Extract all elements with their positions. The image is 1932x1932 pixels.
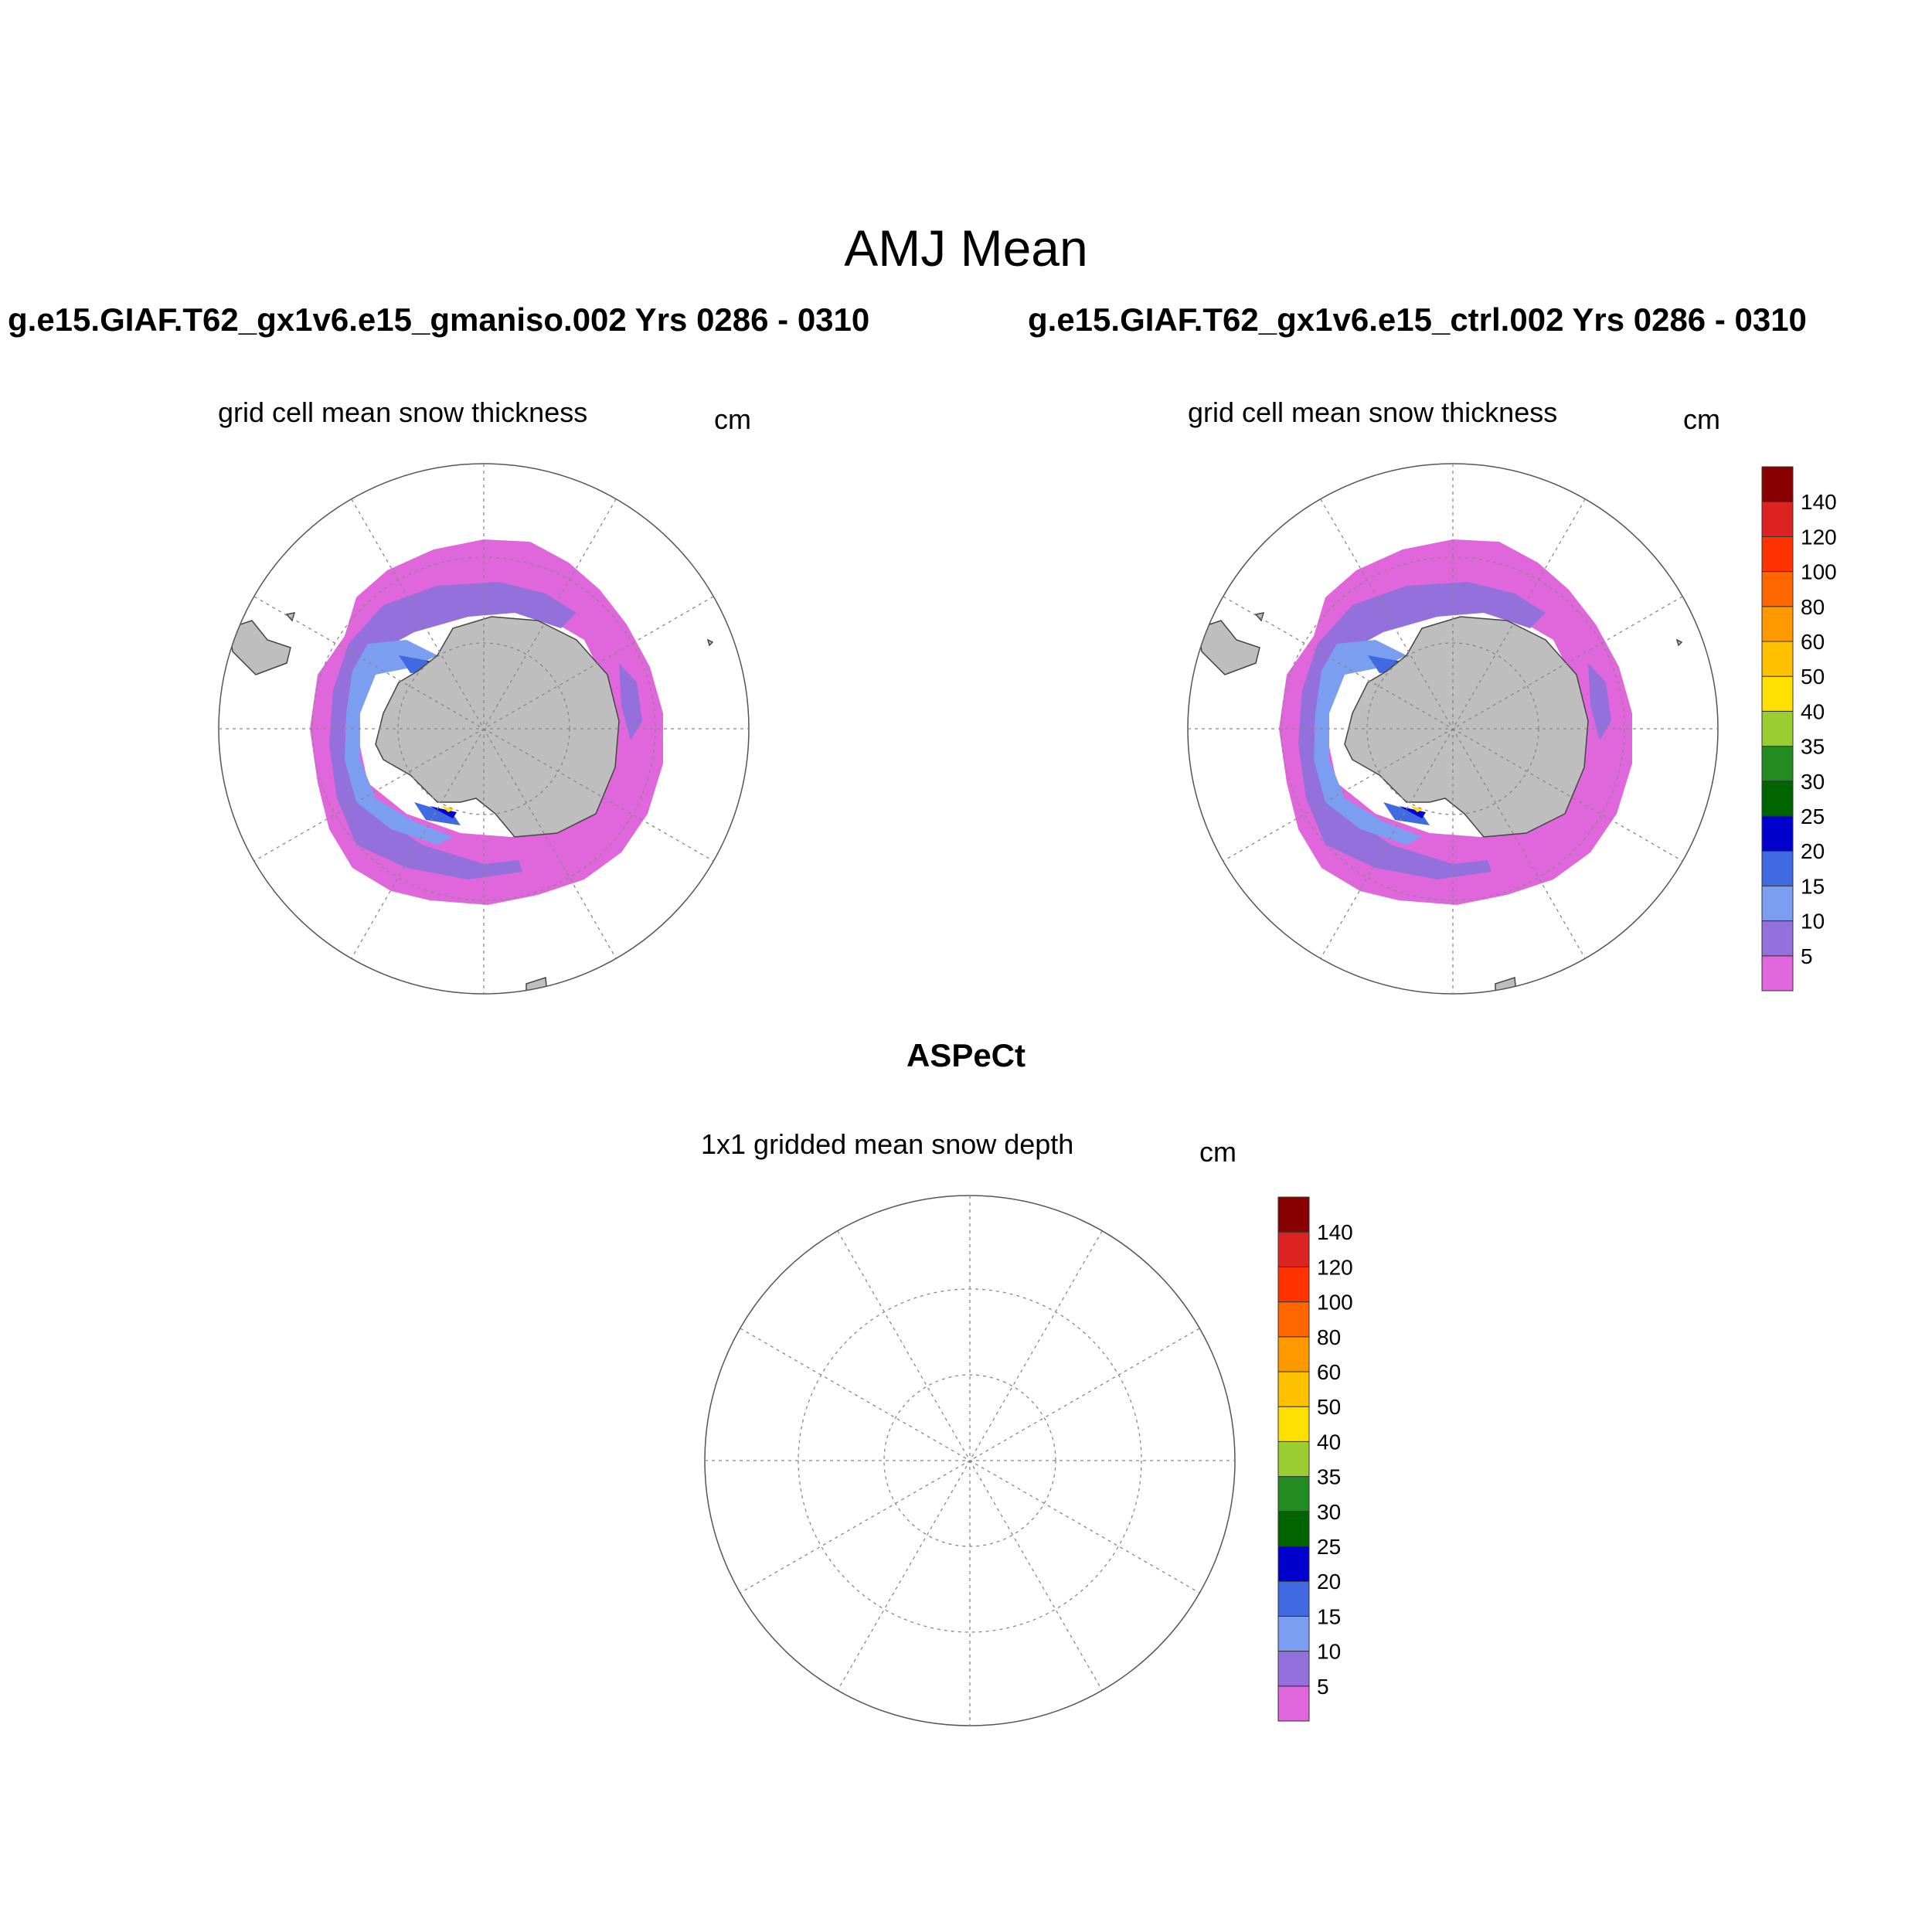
colorbar-top-box-0 (1761, 955, 1794, 992)
colorbar-bottom-box-14 (1277, 1196, 1310, 1233)
colorbar-bottom-label-4: 25 (1317, 1535, 1341, 1559)
map-aspect (704, 1195, 1236, 1726)
colorbar-top-label-6: 35 (1801, 735, 1825, 759)
map-ctrl (1187, 463, 1719, 995)
colorbar-top-box-3 (1761, 850, 1794, 886)
colorbar-top-box-8 (1761, 675, 1794, 712)
colorbar-bottom-box-8 (1277, 1406, 1310, 1442)
colorbar-top-box-12 (1761, 536, 1794, 573)
obs-subtitle: 1x1 gridded mean snow depth (701, 1128, 1074, 1160)
colorbar-bottom-label-3: 20 (1317, 1570, 1341, 1594)
colorbar-bottom-box-5 (1277, 1511, 1310, 1547)
colorbar-bottom-box-11 (1277, 1301, 1310, 1338)
case-title-ctrl: g.e15.GIAF.T62_gx1v6.e15_ctrl.002 Yrs 02… (1028, 301, 1807, 338)
colorbar-top-label-13: 140 (1801, 490, 1837, 514)
colorbar-top-label-8: 50 (1801, 665, 1825, 689)
colorbar-top-box-10 (1761, 606, 1794, 642)
colorbar-top-label-4: 25 (1801, 804, 1825, 828)
colorbar-top-label-9: 60 (1801, 630, 1825, 654)
colorbar-top-label-3: 20 (1801, 839, 1825, 863)
units-label-gmaniso: cm (714, 403, 751, 435)
colorbar-bottom-label-7: 40 (1317, 1430, 1341, 1454)
colorbar-bottom-label-6: 35 (1317, 1465, 1341, 1489)
colorbar-bottom-box-6 (1277, 1476, 1310, 1512)
colorbar-bottom: 5 10 15 20 25 30 35 40 50 60 80 100 120 140 (1277, 1196, 1353, 1722)
colorbar-bottom-box-13 (1277, 1231, 1310, 1267)
units-label-ctrl: cm (1683, 403, 1720, 435)
panel-subtitle-ctrl: grid cell mean snow thickness (1188, 396, 1558, 428)
colorbar-top-label-7: 40 (1801, 699, 1825, 723)
colorbar-bottom-label-12: 120 (1317, 1255, 1353, 1279)
colorbar-bottom-label-10: 80 (1317, 1325, 1341, 1349)
colorbar-bottom-label-11: 100 (1317, 1291, 1353, 1315)
colorbar-top-box-1 (1761, 920, 1794, 957)
colorbar-bottom-box-4 (1277, 1546, 1310, 1582)
panel-subtitle-gmaniso: grid cell mean snow thickness (218, 396, 588, 428)
colorbar-top-label-1: 10 (1801, 910, 1825, 934)
colorbar-bottom-box-9 (1277, 1371, 1310, 1407)
colorbar-bottom-label-13: 140 (1317, 1220, 1353, 1244)
colorbar-bottom-label-5: 30 (1317, 1500, 1341, 1524)
colorbar-bottom-box-0 (1277, 1685, 1310, 1722)
colorbar-top-label-12: 120 (1801, 525, 1837, 549)
colorbar-top-label-10: 80 (1801, 595, 1825, 619)
case-title-gmaniso: g.e15.GIAF.T62_gx1v6.e15_gmaniso.002 Yrs… (8, 301, 870, 338)
colorbar-bottom-box-3 (1277, 1580, 1310, 1617)
colorbar-top-box-14 (1761, 466, 1794, 502)
colorbar-bottom-label-8: 50 (1317, 1395, 1341, 1419)
colorbar-top-label-11: 100 (1801, 560, 1837, 584)
colorbar-bottom-label-0: 5 (1317, 1675, 1329, 1699)
colorbar-top-box-9 (1761, 641, 1794, 677)
colorbar-bottom-box-2 (1277, 1615, 1310, 1652)
colorbar-top-box-7 (1761, 710, 1794, 747)
obs-title: ASPeCt (906, 1037, 1026, 1073)
colorbar-top-label-5: 30 (1801, 770, 1825, 794)
colorbar-bottom-label-2: 15 (1317, 1604, 1341, 1628)
colorbar-bottom-label-1: 10 (1317, 1640, 1341, 1664)
colorbar-bottom-box-10 (1277, 1336, 1310, 1372)
colorbar-top-label-2: 15 (1801, 874, 1825, 898)
colorbar-top-box-6 (1761, 746, 1794, 782)
colorbar-top-box-11 (1761, 571, 1794, 607)
main-title: AMJ Mean (844, 219, 1088, 277)
colorbar-top-box-13 (1761, 501, 1794, 537)
colorbar-top-box-2 (1761, 885, 1794, 922)
colorbar-top-box-5 (1761, 781, 1794, 817)
colorbar-bottom-box-12 (1277, 1266, 1310, 1303)
colorbar-top-box-4 (1761, 815, 1794, 852)
map-gmaniso (218, 463, 750, 995)
colorbar-bottom-label-9: 60 (1317, 1360, 1341, 1384)
colorbar-top: 5 10 15 20 25 30 35 40 50 60 80 100 120 140 (1761, 466, 1837, 992)
colorbar-bottom-box-7 (1277, 1440, 1310, 1478)
obs-units-label: cm (1199, 1136, 1236, 1168)
colorbar-bottom-box-1 (1277, 1651, 1310, 1687)
colorbar-top-label-0: 5 (1801, 944, 1813, 968)
